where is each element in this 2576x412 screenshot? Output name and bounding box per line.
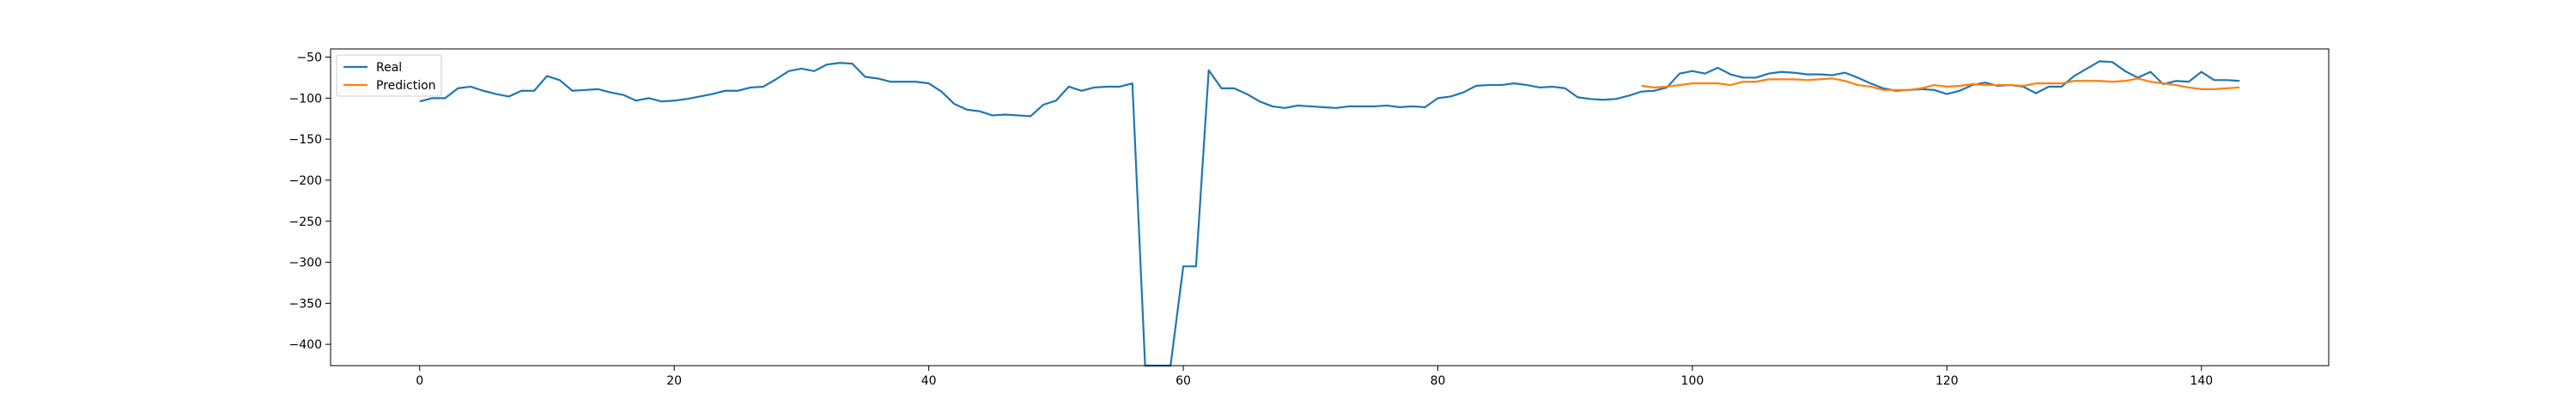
x-tick-label: 40 [921, 374, 937, 388]
y-tick-label: −350 [289, 297, 322, 311]
y-tick-label: −200 [289, 174, 322, 188]
y-tick-label: −100 [289, 92, 322, 106]
series-line-1 [1641, 77, 2240, 91]
x-tick-label: 100 [1681, 374, 1704, 388]
series-line-0 [419, 60, 2240, 367]
x-tick-label: 60 [1176, 374, 1191, 388]
y-tick-label: −400 [289, 338, 322, 352]
x-tick-label: 140 [2190, 374, 2213, 388]
legend: Real Prediction [336, 54, 442, 97]
y-tick-label: −250 [289, 215, 322, 229]
plot-frame [330, 48, 2330, 367]
x-tick-label: 120 [1935, 374, 1959, 388]
x-tick-label: 80 [1431, 374, 1446, 388]
x-tick-label: 0 [416, 374, 423, 388]
y-tick-label: −50 [296, 52, 322, 65]
y-tick-label: −300 [289, 257, 322, 270]
legend-label-0: Real [376, 61, 402, 75]
y-axis: −50 −100 −150 −200 −250 −300 −350 −400 [289, 52, 331, 352]
y-tick-label: −150 [289, 133, 322, 147]
plot-lines [419, 60, 2240, 367]
legend-label-1: Prediction [376, 79, 436, 93]
x-axis: 0 20 40 60 80 100 120 140 [416, 366, 2213, 388]
x-tick-label: 20 [666, 374, 682, 388]
